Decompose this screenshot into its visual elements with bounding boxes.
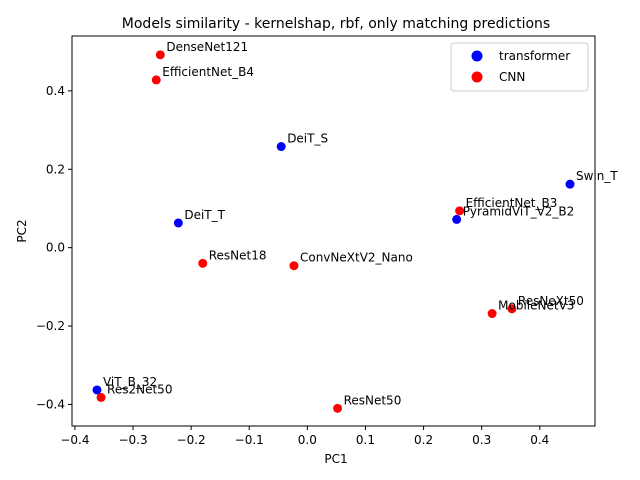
x-tick-label: −0.4 (60, 433, 89, 447)
y-tick-label: 0.2 (46, 162, 65, 176)
point-res2net50 (96, 392, 106, 402)
legend-box (450, 42, 589, 92)
point-label-mobilenetv3: MobileNetV3 (498, 299, 574, 313)
point-label-swin-t: Swin_T (576, 169, 618, 183)
point-label-pyramidvit-v2-b2: PyramidViT_V2_B2 (463, 204, 575, 218)
legend-marker-transformer (471, 50, 483, 62)
point-resnet18 (198, 258, 208, 268)
x-tick-label: 0.0 (298, 433, 317, 447)
x-tick-label: 0.4 (530, 433, 549, 447)
point-efficientnet-b3 (455, 206, 465, 216)
point-swin-t (565, 179, 575, 189)
x-axis: −0.4 −0.3 −0.2 −0.1 0.0 0.1 0.2 0.3 0.4 (60, 426, 549, 447)
x-tick-label: 0.3 (472, 433, 491, 447)
x-tick-label: 0.1 (356, 433, 375, 447)
point-label-convnextv2-nano: ConvNeXtV2_Nano (300, 251, 413, 265)
point-label-resnet50: ResNet50 (344, 393, 402, 407)
point-label-deit-s: DeiT_S (287, 132, 328, 146)
point-label-densenet121: DenseNet121 (166, 40, 248, 54)
chart-title: Models similarity - kernelshap, rbf, onl… (122, 16, 550, 32)
point-pyramidvit-v2-b2 (452, 214, 462, 224)
point-mobilenetv3 (487, 309, 497, 319)
legend: transformer CNN (450, 42, 589, 92)
point-label-resnet18: ResNet18 (209, 248, 267, 262)
plot-area (71, 35, 596, 427)
point-efficientnet-b4 (151, 75, 161, 85)
x-tick-label: −0.3 (118, 433, 147, 447)
point-convnextv2-nano (289, 261, 299, 271)
y-axis-label: PC2 (15, 219, 29, 242)
point-label-efficientnet-b3: EfficientNet_B3 (466, 196, 558, 210)
data-points (92, 50, 575, 413)
x-tick-label: −0.1 (235, 433, 264, 447)
y-tick-label: 0.0 (46, 241, 65, 255)
point-deit-t (173, 218, 183, 228)
y-tick-label: −0.4 (36, 397, 65, 411)
x-axis-label: PC1 (324, 452, 347, 466)
point-labels: DeiT_S Swin_T DeiT_T PyramidViT_V2_B2 ViT_B_… (103, 40, 618, 408)
point-label-resnext50: ResNeXt50 (518, 294, 584, 308)
legend-marker-cnn (471, 71, 483, 83)
point-deit-s (276, 142, 286, 152)
y-tick-label: 0.4 (46, 84, 65, 98)
x-tick-label: 0.2 (414, 433, 433, 447)
x-tick-label: −0.2 (177, 433, 206, 447)
point-resnet50 (333, 403, 343, 413)
legend-label-transformer: transformer (499, 49, 570, 63)
legend-label-cnn: CNN (499, 70, 525, 84)
point-label-efficientnet-b4: EfficientNet_B4 (162, 65, 254, 79)
point-label-vit-b-32: ViT_B_32 (103, 375, 157, 389)
y-tick-label: −0.2 (36, 319, 65, 333)
point-vit-b-32 (92, 385, 102, 395)
point-label-deit-t: DeiT_T (184, 208, 225, 222)
point-resnext50 (507, 304, 517, 314)
y-axis: −0.4 −0.2 0.0 0.2 0.4 (36, 84, 72, 411)
point-densenet121 (155, 50, 165, 60)
point-label-res2net50: Res2Net50 (107, 382, 172, 396)
